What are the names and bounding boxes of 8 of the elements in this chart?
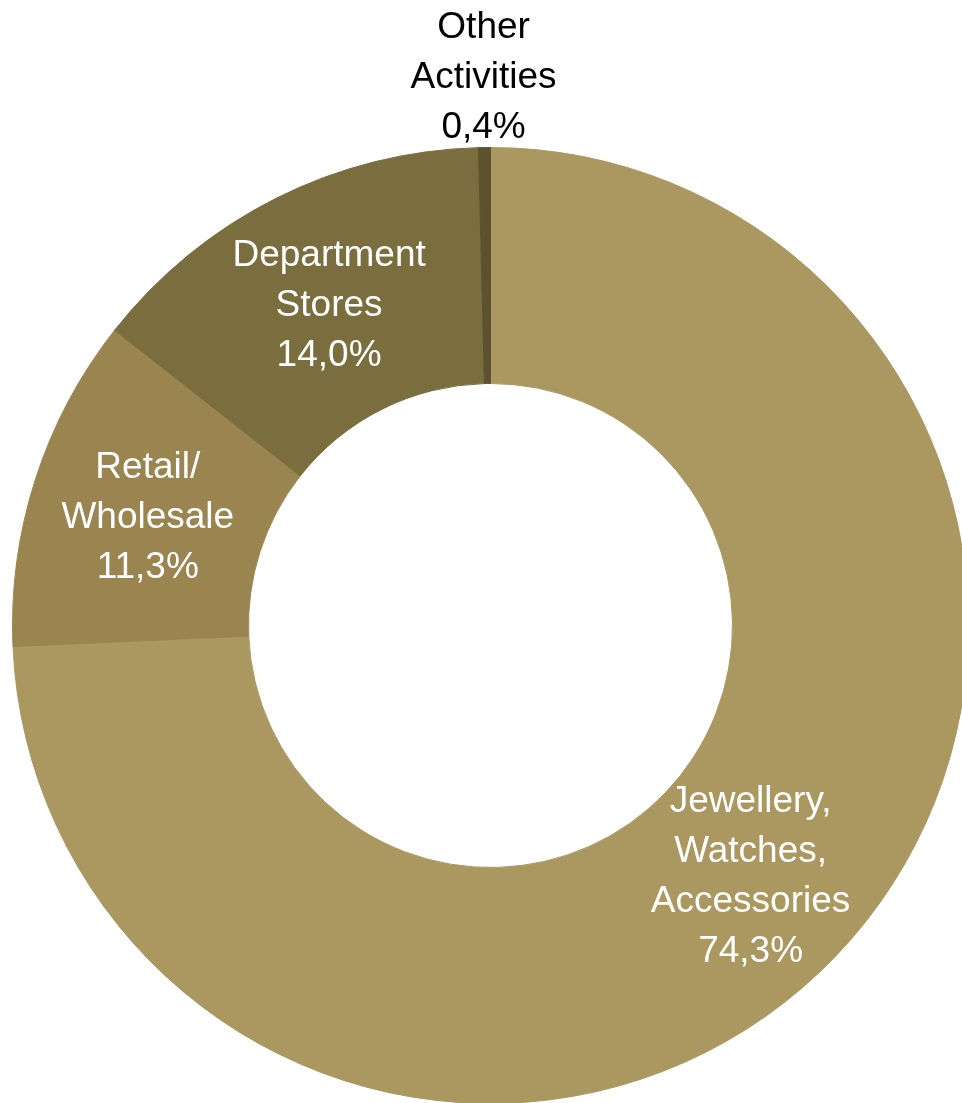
slice-label: Department Stores — [232, 233, 427, 325]
data-label: 14,0% — [276, 333, 382, 375]
data-label: 74,3% — [698, 928, 804, 970]
slice-label: Jewellery, Watches, Accessories — [650, 778, 851, 920]
slice-label: Other Activities — [410, 5, 557, 97]
data-label: 0,4% — [441, 105, 526, 147]
slice-label: Retail/ Wholesale — [61, 444, 235, 536]
data-label: 11,3% — [96, 544, 199, 586]
